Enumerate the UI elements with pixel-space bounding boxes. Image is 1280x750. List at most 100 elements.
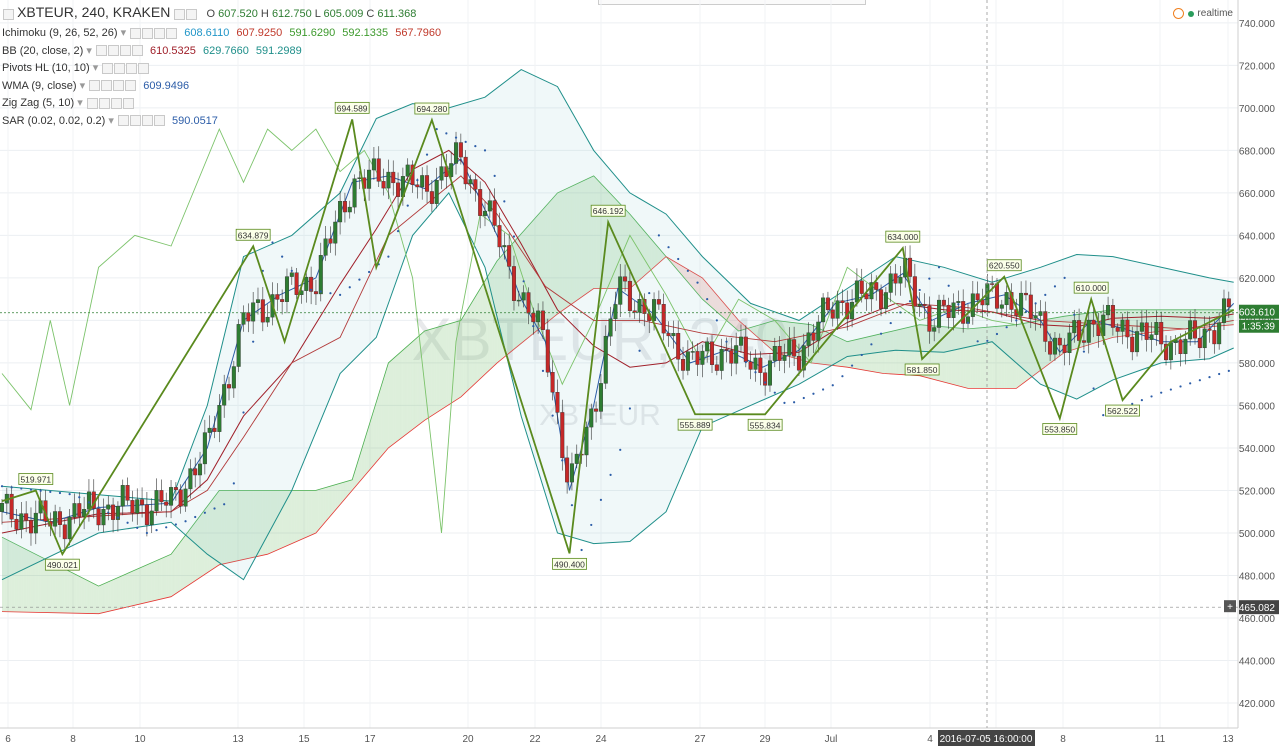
candle-body xyxy=(0,503,4,512)
indicator-row[interactable]: WMA (9, close) ▾ 609.9496 xyxy=(2,79,189,92)
cloud-segment xyxy=(212,496,215,570)
zigzag-label: 581.850 xyxy=(907,365,938,375)
candle-body xyxy=(352,178,357,208)
settings-icon[interactable] xyxy=(129,115,141,127)
dropdown-arrow-icon[interactable]: ▾ xyxy=(74,97,86,109)
indicator-row[interactable]: Pivots HL (10, 10) ▾ xyxy=(2,61,150,74)
sar-dot xyxy=(1092,387,1095,390)
more-icon[interactable] xyxy=(153,115,165,127)
zigzag-label-box xyxy=(552,557,587,570)
settings-icon[interactable] xyxy=(142,27,154,39)
watermark-big: XBTEUR, 240 xyxy=(412,306,789,373)
eye-icon[interactable] xyxy=(117,115,129,127)
cloud-segment xyxy=(951,327,954,385)
eye-icon[interactable] xyxy=(130,27,142,39)
zig-zag: 519.971 490.021 634.879 694.589 694.280 490.4… xyxy=(1,101,1235,571)
sar-dot xyxy=(348,286,351,289)
indicator-row[interactable]: SAR (0.02, 0.02, 0.2) ▾ 590.0517 xyxy=(2,114,218,127)
cloud-segment xyxy=(658,248,662,264)
sar-dot xyxy=(39,489,42,492)
candle-body xyxy=(227,384,232,389)
candle-body xyxy=(738,336,743,346)
sar-dot xyxy=(1208,375,1211,379)
eye-icon[interactable] xyxy=(95,45,107,57)
price-tick-label: 660.000 xyxy=(1239,189,1276,200)
cloud-segment xyxy=(784,321,787,356)
plus-icon[interactable]: + xyxy=(1227,602,1233,613)
remove-icon[interactable] xyxy=(113,80,125,92)
cloud-segment xyxy=(980,327,983,389)
remove-icon[interactable] xyxy=(154,27,166,39)
eye-icon[interactable] xyxy=(89,80,101,92)
settings-icon[interactable] xyxy=(107,45,119,57)
indicator-row[interactable]: BB (20, close, 2) ▾ 610.5325 629.7660 59… xyxy=(2,44,302,57)
settings-icon[interactable] xyxy=(174,8,186,20)
dropdown-arrow-icon[interactable]: ▾ xyxy=(83,44,95,57)
dropdown-arrow-icon[interactable]: ▾ xyxy=(117,27,130,39)
cloud-segment xyxy=(91,582,94,614)
time-tick-label: 13 xyxy=(1222,734,1234,745)
top-toolbar-strip xyxy=(598,0,866,5)
cloud-segment xyxy=(1038,320,1041,373)
cloud-segment xyxy=(117,576,121,610)
cloud-segment xyxy=(38,555,41,613)
cloud-segment xyxy=(683,266,686,280)
candle-body xyxy=(386,171,391,189)
cloud-segment xyxy=(564,188,568,309)
cloud-segment xyxy=(965,328,968,389)
more-icon[interactable] xyxy=(131,45,143,57)
remove-icon[interactable] xyxy=(119,45,131,57)
eye-icon[interactable] xyxy=(86,97,98,109)
more-icon[interactable] xyxy=(122,97,134,109)
dropdown-arrow-icon[interactable]: ▾ xyxy=(89,62,102,74)
cloud-segment xyxy=(361,440,365,480)
collapse-icon[interactable] xyxy=(3,8,14,20)
sar-dot xyxy=(310,288,313,291)
indicator-row[interactable]: Ichimoku (9, 26, 52, 26) ▾ 608.6110 607.… xyxy=(2,26,441,39)
cloud-segment xyxy=(241,490,244,561)
cloud-segment xyxy=(279,490,283,549)
cloud-segment xyxy=(204,506,208,575)
cloud-segment xyxy=(777,320,780,354)
candle-body xyxy=(710,341,715,365)
cloud-segment xyxy=(347,480,350,497)
more-icon[interactable] xyxy=(125,80,137,92)
cloud-segment xyxy=(192,522,196,583)
candle-body xyxy=(1004,292,1009,306)
cloud-segment xyxy=(827,332,831,366)
sar-dot xyxy=(1218,372,1221,376)
settings-icon[interactable] xyxy=(101,80,113,92)
settings-icon[interactable] xyxy=(98,97,110,109)
hide-icon[interactable] xyxy=(186,8,198,20)
time-tick-label: 8 xyxy=(70,734,76,745)
more-icon[interactable] xyxy=(166,27,178,39)
dropdown-arrow-icon[interactable]: ▾ xyxy=(105,114,117,127)
cloud-segment xyxy=(407,343,411,434)
candle-body xyxy=(1120,319,1125,332)
candle-body xyxy=(415,184,420,188)
more-icon[interactable] xyxy=(138,62,150,74)
settings-icon[interactable] xyxy=(114,62,126,74)
eye-icon[interactable] xyxy=(102,62,114,74)
remove-icon[interactable] xyxy=(141,115,153,127)
candle-body xyxy=(342,201,347,213)
candle-body xyxy=(468,179,473,185)
remove-icon[interactable] xyxy=(126,62,138,74)
cloud-segment xyxy=(161,557,164,599)
candle-body xyxy=(125,485,130,501)
clock-icon[interactable] xyxy=(1173,8,1185,19)
cloud-segment xyxy=(151,561,155,602)
indicator-row[interactable]: Zig Zag (5, 10) ▾ xyxy=(2,96,134,109)
dropdown-arrow-icon[interactable]: ▾ xyxy=(76,79,89,92)
remove-icon[interactable] xyxy=(110,97,122,109)
sar-dot xyxy=(1053,285,1057,288)
cloud-segment xyxy=(274,490,278,552)
candle-body xyxy=(951,302,956,318)
candle-body xyxy=(309,276,314,292)
candle-body xyxy=(661,304,666,334)
candle-body xyxy=(207,427,212,433)
candle-body xyxy=(652,299,657,321)
candle-body xyxy=(1115,327,1120,332)
cloud-segment xyxy=(301,490,304,540)
